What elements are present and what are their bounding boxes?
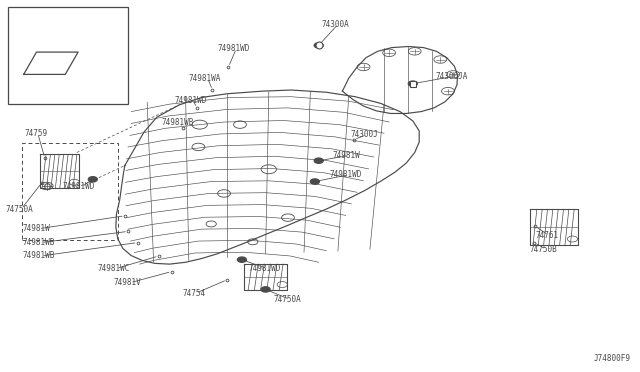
Text: 74754: 74754	[182, 289, 205, 298]
Text: 74761: 74761	[535, 231, 558, 240]
Text: 74882R: 74882R	[54, 93, 81, 99]
Text: J74800F9: J74800F9	[593, 354, 630, 363]
Text: 74750A: 74750A	[274, 295, 301, 304]
Text: 74981WB: 74981WB	[161, 118, 194, 127]
Bar	[22, 143, 118, 240]
Circle shape	[261, 287, 270, 292]
Text: 74981W: 74981W	[22, 224, 50, 233]
Text: 74981WA: 74981WA	[189, 74, 221, 83]
Text: 74981WB: 74981WB	[22, 251, 55, 260]
Text: 74981WD: 74981WD	[63, 182, 95, 191]
Circle shape	[314, 43, 323, 48]
Text: 74300J: 74300J	[351, 130, 378, 139]
Circle shape	[310, 179, 319, 184]
Text: 74981WB: 74981WB	[22, 238, 55, 247]
Text: 74981V: 74981V	[114, 278, 141, 287]
Bar	[8, 7, 128, 104]
Text: 74750A: 74750A	[5, 205, 33, 214]
Text: 74981WC: 74981WC	[97, 264, 130, 273]
Text: 74981W: 74981W	[333, 151, 360, 160]
Text: INSULATOR FUSIBLE: INSULATOR FUSIBLE	[13, 17, 87, 23]
Circle shape	[314, 158, 323, 163]
Text: 74981WD: 74981WD	[174, 96, 207, 105]
Text: 74981WD: 74981WD	[218, 44, 250, 53]
Text: 74981WD: 74981WD	[330, 170, 362, 179]
Text: 74300A: 74300A	[322, 20, 349, 29]
Text: 74981WD: 74981WD	[248, 264, 281, 273]
Text: 74750B: 74750B	[530, 245, 557, 254]
Circle shape	[88, 177, 97, 182]
Text: 74759: 74759	[24, 129, 47, 138]
Circle shape	[408, 81, 417, 86]
Circle shape	[237, 257, 246, 262]
Text: 74300JA: 74300JA	[435, 72, 468, 81]
